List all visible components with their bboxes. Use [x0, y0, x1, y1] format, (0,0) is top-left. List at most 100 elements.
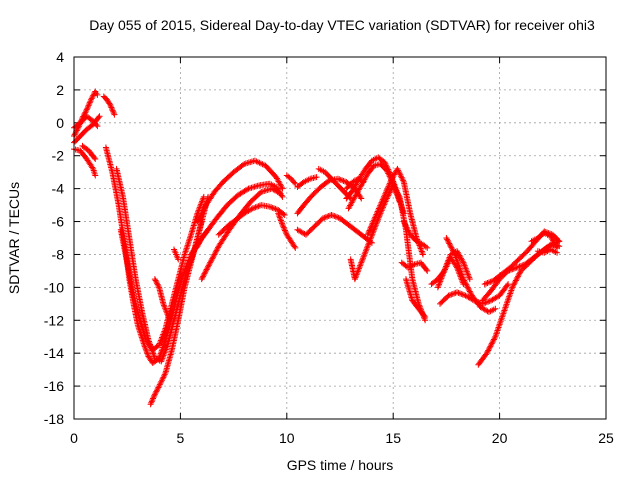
- data-point: [373, 211, 380, 218]
- data-point: [207, 259, 214, 266]
- data-point: [198, 199, 205, 206]
- data-point: [248, 206, 255, 213]
- data-point: [275, 189, 282, 196]
- data-point: [158, 335, 165, 342]
- data-point: [424, 244, 431, 251]
- data-point: [435, 282, 442, 289]
- data-point: [111, 111, 118, 118]
- data-point: [405, 228, 412, 235]
- data-point: [439, 272, 446, 279]
- data-point: [200, 207, 207, 214]
- data-point: [255, 203, 262, 210]
- data-point: [88, 96, 95, 103]
- data-point: [368, 234, 375, 241]
- data-point: [485, 347, 492, 354]
- data-point: [449, 245, 456, 252]
- data-point: [72, 130, 79, 137]
- data-point: [149, 396, 156, 403]
- data-point: [159, 375, 166, 382]
- data-point: [370, 228, 377, 235]
- data-point: [437, 276, 444, 283]
- data-point: [491, 335, 498, 342]
- data-point: [161, 371, 168, 378]
- data-point: [86, 99, 93, 106]
- data-point: [397, 171, 404, 178]
- y-tick-label: 2: [56, 82, 64, 98]
- data-point: [367, 235, 374, 242]
- data-point: [271, 205, 278, 212]
- data-point: [213, 247, 220, 254]
- series-arc-9: [117, 193, 207, 353]
- data-point: [142, 346, 149, 353]
- data-point: [520, 261, 527, 268]
- data-point: [200, 206, 207, 213]
- data-point: [278, 184, 285, 191]
- series-arc-14: [188, 180, 286, 258]
- data-point: [93, 121, 100, 128]
- data-point: [475, 299, 482, 306]
- data-point: [368, 223, 375, 230]
- data-point: [365, 240, 372, 247]
- data-point: [197, 211, 204, 218]
- x-tick-label: 5: [177, 430, 185, 446]
- data-point: [266, 203, 273, 210]
- data-point: [466, 287, 473, 294]
- y-tick-label: -16: [44, 378, 64, 394]
- data-point: [487, 343, 494, 350]
- data-point: [455, 289, 462, 296]
- data-point: [162, 305, 169, 312]
- data-point: [197, 202, 204, 209]
- data-point: [157, 338, 164, 345]
- data-point: [513, 264, 520, 271]
- data-point: [160, 329, 167, 336]
- data-point: [417, 245, 424, 252]
- data-point: [370, 218, 377, 225]
- data-point: [366, 238, 373, 245]
- data-point: [464, 284, 471, 291]
- series-arc-3: [71, 113, 101, 131]
- data-point: [161, 328, 168, 335]
- data-point: [399, 176, 406, 183]
- data-point: [385, 170, 392, 177]
- data-point: [555, 237, 562, 244]
- data-point: [210, 254, 217, 261]
- data-point: [200, 272, 207, 279]
- data-point: [440, 270, 447, 277]
- data-point: [423, 266, 430, 273]
- data-point: [322, 214, 329, 221]
- y-axis-label: SDTVAR / TECUs: [6, 182, 22, 294]
- data-point: [483, 299, 490, 306]
- data-point: [196, 214, 203, 221]
- data-point: [205, 263, 212, 270]
- data-point: [337, 176, 344, 183]
- data-point: [451, 250, 458, 257]
- data-point: [157, 337, 164, 344]
- series-arc-34: [437, 281, 512, 307]
- data-point: [517, 262, 524, 269]
- data-point: [148, 399, 155, 406]
- data-point: [175, 256, 182, 263]
- x-tick-label: 25: [598, 430, 614, 446]
- x-tick-label: 20: [492, 430, 508, 446]
- data-point: [398, 174, 405, 181]
- data-point: [403, 224, 410, 231]
- data-point: [279, 193, 286, 200]
- data-point: [329, 212, 336, 219]
- data-point: [207, 258, 214, 265]
- data-point: [201, 204, 208, 211]
- data-point: [334, 175, 341, 182]
- data-point: [441, 266, 448, 273]
- data-point: [277, 217, 284, 224]
- data-point: [444, 237, 451, 244]
- data-point: [150, 395, 157, 402]
- data-point: [279, 221, 286, 228]
- data-point: [201, 270, 208, 277]
- data-point: [449, 247, 456, 254]
- data-point: [472, 298, 479, 305]
- x-tick-label: 10: [279, 430, 295, 446]
- data-point: [147, 401, 154, 408]
- data-point: [382, 190, 389, 197]
- data-point: [487, 278, 494, 285]
- data-point: [456, 290, 463, 297]
